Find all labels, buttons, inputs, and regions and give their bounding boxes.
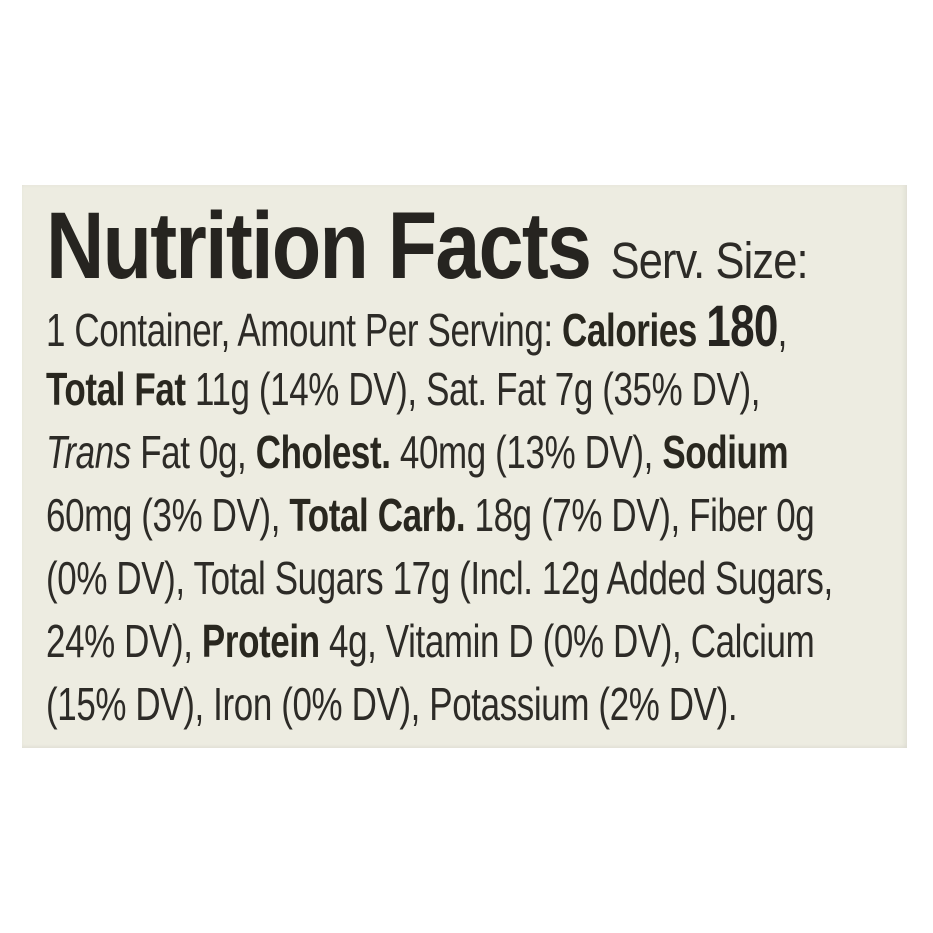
- text-segment: (0% DV), Total Sugars 17g (Incl. 12g Add…: [46, 552, 833, 604]
- text-segment: Cholest.: [255, 426, 400, 478]
- text-segment: Total Fat: [46, 363, 195, 415]
- label-line: (0% DV), Total Sugars 17g (Incl. 12g Add…: [46, 547, 833, 610]
- text-segment: 18g (7% DV), Fiber 0g: [474, 489, 815, 541]
- label-line: (15% DV), Iron (0% DV), Potassium (2% DV…: [46, 673, 738, 736]
- text-segment: (15% DV), Iron (0% DV), Potassium (2% DV…: [46, 678, 738, 730]
- text-segment: Protein: [201, 615, 330, 667]
- text-segment: 24% DV),: [46, 615, 202, 667]
- text-segment: Trans: [46, 426, 131, 478]
- nutrition-label-panel: Nutrition Facts Serv. Size: 1 Container, …: [22, 185, 907, 748]
- label-line: 24% DV), Protein 4g, Vitamin D (0% DV), …: [46, 610, 815, 673]
- label-line: Total Fat 11g (14% DV), Sat. Fat 7g (35%…: [46, 358, 760, 421]
- nutrition-facts-title: Nutrition Facts: [46, 193, 592, 299]
- text-segment: Calories: [562, 304, 707, 356]
- text-segment: 60mg (3% DV),: [46, 489, 290, 541]
- nutrition-text-block: 1 Container, Amount Per Serving: Calorie…: [46, 295, 897, 736]
- label-line: Trans Fat 0g, Cholest. 40mg (13% DV), So…: [46, 421, 789, 484]
- text-segment: Total Carb.: [289, 489, 475, 541]
- label-line: 1 Container, Amount Per Serving: Calorie…: [46, 295, 787, 358]
- text-segment: Sodium: [662, 426, 789, 478]
- text-segment: 11g (14% DV), Sat. Fat 7g (35% DV),: [194, 363, 761, 415]
- label-line: 60mg (3% DV), Total Carb. 18g (7% DV), F…: [46, 484, 815, 547]
- text-segment: Fat 0g,: [130, 426, 256, 478]
- text-segment: 180: [706, 294, 778, 359]
- serving-size-label: Serv. Size:: [610, 232, 809, 289]
- text-segment: ,: [777, 304, 788, 356]
- text-segment: 4g, Vitamin D (0% DV), Calcium: [329, 615, 815, 667]
- nutrition-label-header: Nutrition Facts Serv. Size:: [46, 199, 809, 294]
- text-segment: 40mg (13% DV),: [399, 426, 663, 478]
- nutrition-label-content: Nutrition Facts Serv. Size: 1 Container, …: [46, 185, 897, 736]
- text-segment: 1 Container, Amount Per Serving:: [46, 304, 563, 356]
